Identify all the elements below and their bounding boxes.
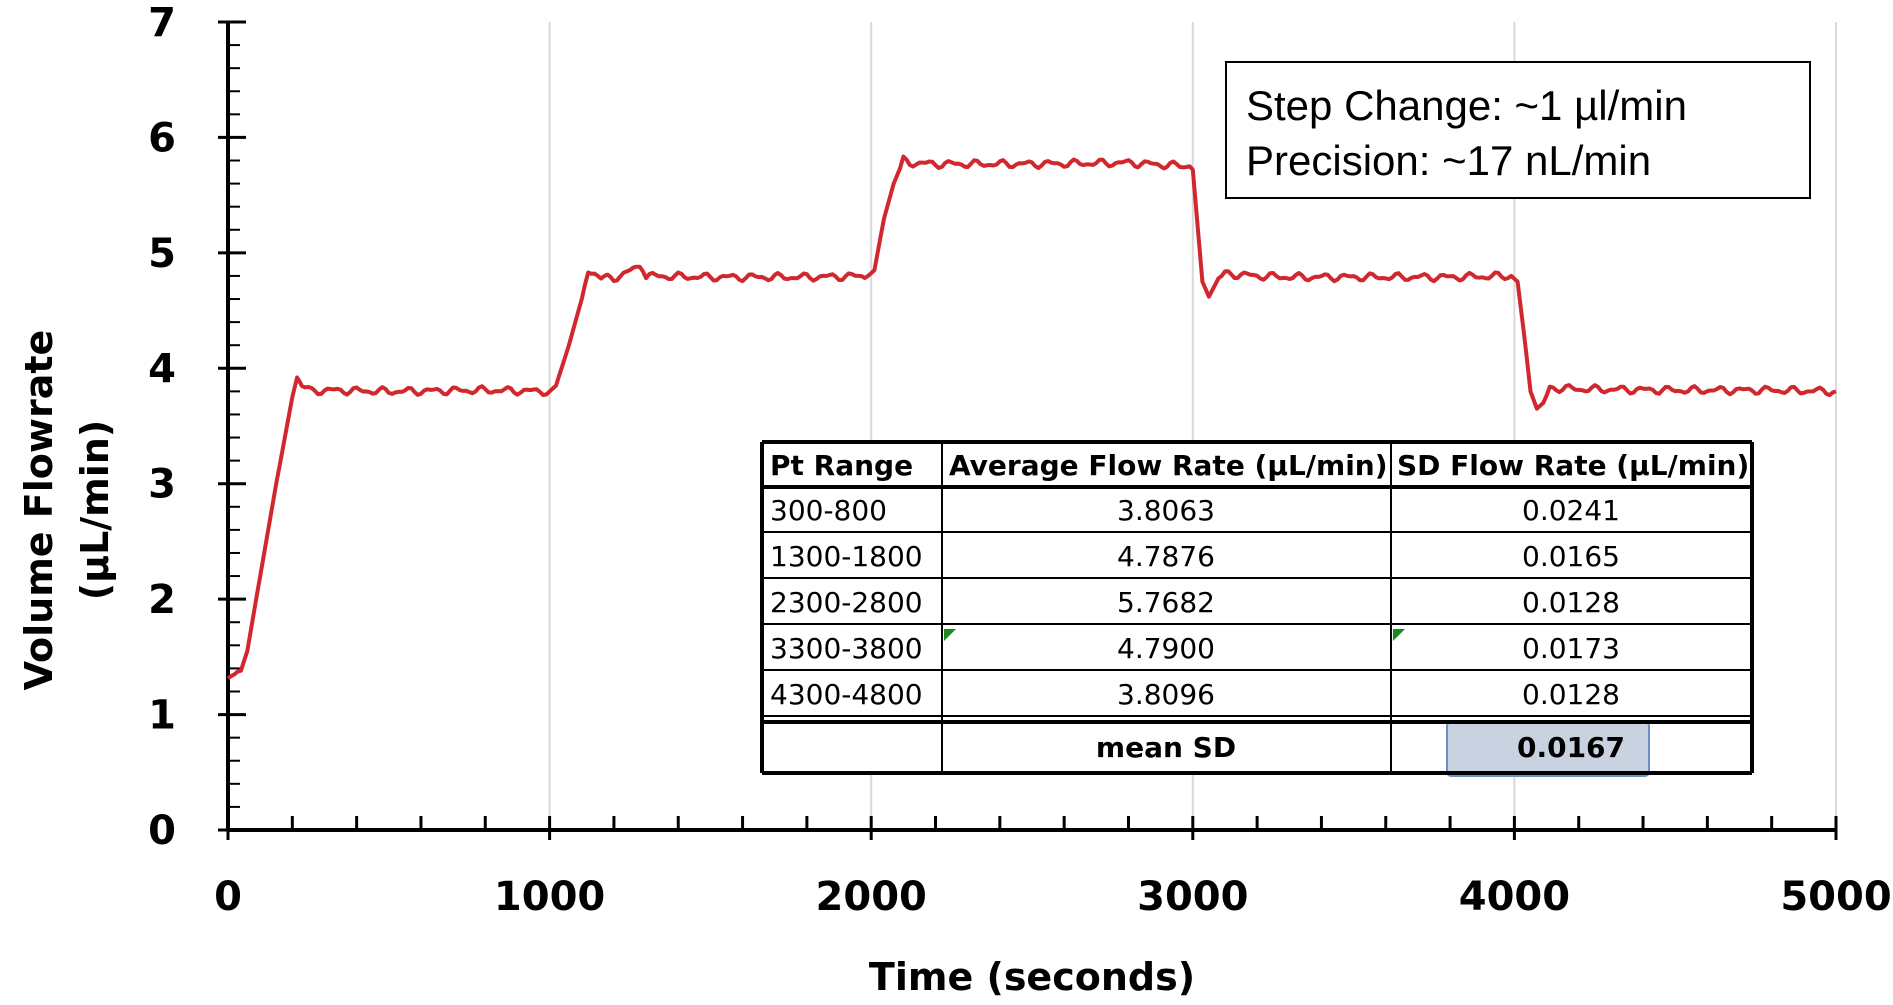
- table-cell: 3.8063: [1117, 494, 1215, 527]
- table-cell: 5.7682: [1117, 586, 1215, 619]
- table-footer-value: 0.0167: [1517, 731, 1625, 764]
- table-header-average: Average Flow Rate (µL/min): [949, 449, 1388, 482]
- y-tick-label: 0: [148, 808, 176, 854]
- table-cell: 4.7900: [1117, 632, 1215, 665]
- y-tick-label: 5: [148, 231, 176, 277]
- y-tick-label: 1: [148, 693, 176, 739]
- table-footer-label: mean SD: [1096, 731, 1236, 764]
- tick-labels: 0 1000 2000 3000 4000 5000 0 1 2 3 4 5 6 7: [148, 0, 1892, 920]
- table-background: [762, 440, 1752, 773]
- annotation-frame: [1225, 61, 1811, 199]
- annotation-line-2: Precision: ~17 nL/min: [1246, 137, 1651, 184]
- series: [226, 154, 1837, 681]
- ticks: [218, 20, 1838, 840]
- annotation-box: Step Change: ~1 µl/min Precision: ~17 nL…: [1225, 61, 1811, 199]
- table-cell: 4300-4800: [770, 678, 923, 711]
- x-tick-label: 0: [214, 874, 242, 920]
- table-cell: 1300-1800: [770, 540, 923, 573]
- table-cell: 4.7876: [1117, 540, 1215, 573]
- table-cell: 3300-3800: [770, 632, 923, 665]
- y-tick-label: 3: [148, 462, 176, 508]
- flowrate-series-line: [226, 154, 1837, 681]
- y-tick-label: 6: [148, 115, 176, 161]
- table-cell: 0.0128: [1522, 586, 1620, 619]
- table-header-sd: SD Flow Rate (µL/min): [1397, 449, 1749, 482]
- x-tick-label: 3000: [1137, 874, 1248, 920]
- y-axis-title-line-1: Volume Flowrate: [17, 330, 61, 691]
- data-table: Pt Range Average Flow Rate (µL/min) SD F…: [760, 440, 1754, 777]
- table-cell: 2300-2800: [770, 586, 923, 619]
- table-cell: 3.8096: [1117, 678, 1215, 711]
- table-cell: 300-800: [770, 494, 887, 527]
- x-axis-title: Time (seconds): [869, 955, 1195, 999]
- table-cell: 0.0173: [1522, 632, 1620, 665]
- x-tick-label: 1000: [494, 874, 605, 920]
- y-tick-label: 4: [148, 346, 176, 392]
- y-axis-title-line-2: (µL/min): [73, 420, 117, 600]
- cell-marker-icon: [944, 629, 956, 641]
- axes: [226, 22, 1836, 832]
- table-header-pt-range: Pt Range: [770, 449, 913, 482]
- table-cell: 0.0241: [1522, 494, 1620, 527]
- y-tick-label: 2: [148, 577, 176, 623]
- x-tick-label: 4000: [1459, 874, 1570, 920]
- annotation-line-1: Step Change: ~1 µl/min: [1246, 82, 1687, 129]
- y-tick-label: 7: [148, 0, 176, 46]
- x-tick-label: 5000: [1780, 874, 1891, 920]
- table-cell: 0.0165: [1522, 540, 1620, 573]
- cell-marker-icon: [1393, 629, 1405, 641]
- x-tick-label: 2000: [816, 874, 927, 920]
- table-cell: 0.0128: [1522, 678, 1620, 711]
- y-axis-title: Volume Flowrate (µL/min): [17, 330, 117, 691]
